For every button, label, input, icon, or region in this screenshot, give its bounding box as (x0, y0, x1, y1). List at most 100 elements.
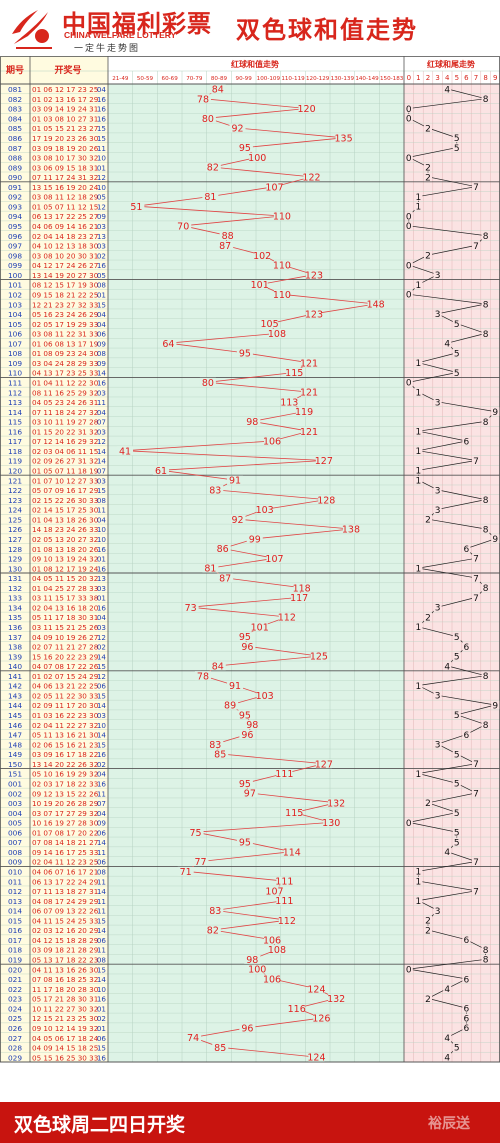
tail-label-bg (481, 417, 490, 426)
sum-point: 123 (305, 270, 323, 281)
issue-number: 136 (8, 623, 22, 632)
issue-number: 103 (8, 300, 22, 309)
sum-point: 80 (202, 114, 214, 125)
tail-point: 3 (435, 398, 441, 408)
issue-number: 119 (8, 457, 22, 466)
red-balls: 05 13 17 18 22 23 (32, 956, 98, 965)
blue-ball: 11 (97, 877, 106, 886)
sum-point: 87 (219, 573, 231, 584)
logo-english-text: CHINA WELFARE LOTTERY (64, 30, 177, 40)
sum-point: 122 (302, 173, 320, 184)
tail-label-bg (404, 377, 413, 387)
red-balls: 03 10 11 19 27 28 (32, 418, 99, 427)
sum-point: 125 (310, 652, 328, 663)
sum-label-bg (256, 690, 273, 700)
red-balls: 03 08 11 22 31 33 (32, 330, 98, 339)
tail-point: 6 (464, 545, 470, 555)
tail-label-bg (404, 211, 413, 221)
tail-label-bg (481, 720, 490, 729)
sum-label-bg (236, 632, 253, 642)
issue-number: 126 (8, 525, 22, 534)
sum-label-bg (266, 553, 283, 563)
blue-ball: 14 (97, 926, 107, 935)
tail-label-bg (462, 544, 471, 553)
tail-point: 7 (473, 760, 479, 770)
tail-label-bg (472, 593, 480, 602)
tail-point: 1 (416, 359, 422, 369)
blue-ball: 04 (97, 809, 107, 818)
blue-ball: 16 (97, 1053, 107, 1062)
blue-ball: 11 (97, 848, 106, 857)
blue-ball: 14 (97, 457, 107, 466)
tail-label-bg (462, 1013, 471, 1023)
blue-ball: 08 (97, 349, 107, 358)
tail-label-bg (472, 886, 480, 896)
sum-label-bg (249, 152, 266, 162)
sum-point: 81 (204, 564, 216, 575)
blue-ball: 12 (97, 672, 106, 681)
red-balls: 13 14 20 22 26 32 (32, 760, 98, 769)
issue-number: 026 (8, 1024, 22, 1033)
red-balls: 05 10 16 19 29 32 (32, 770, 98, 779)
tail-label-bg (481, 231, 490, 240)
tail-label-bg (452, 651, 461, 661)
tail-label-bg (424, 798, 432, 808)
sum-label-bg (187, 827, 204, 837)
sum-point: 101 (251, 622, 269, 633)
tail-point: 6 (464, 731, 470, 741)
issue-number: 116 (8, 427, 22, 436)
tail-label-bg (414, 358, 423, 368)
red-balls: 05 16 23 24 26 29 (32, 310, 99, 319)
issue-number: 024 (8, 1004, 22, 1013)
sum-point: 130 (322, 818, 340, 829)
blue-ball: 04 (97, 770, 107, 779)
blue-ball: 06 (97, 330, 107, 339)
blue-ball: 01 (97, 594, 106, 603)
red-balls: 02 03 12 16 20 29 (32, 926, 99, 935)
red-balls: 01 05 07 11 12 15 (32, 202, 98, 211)
tail-label-bg (414, 622, 423, 632)
tail-point: 8 (483, 95, 489, 105)
issue-number: 118 (8, 447, 22, 456)
red-balls: 03 09 16 17 18 22 (32, 750, 98, 759)
sum-point: 81 (204, 192, 216, 203)
red-balls: 03 11 15 21 25 26 (32, 623, 99, 632)
issue-number: 102 (8, 290, 22, 299)
tail-label-bg (404, 221, 413, 231)
issue-number: 101 (8, 281, 22, 290)
issue-number: 087 (8, 144, 22, 153)
blue-ball: 05 (97, 271, 106, 280)
tail-point: 4 (444, 1054, 450, 1064)
sum-point: 92 (231, 124, 243, 135)
tail-point: 2 (425, 173, 431, 183)
tail-point: 5 (454, 780, 460, 790)
red-balls: 12 21 23 27 32 33 (32, 300, 98, 309)
red-balls: 17 19 20 23 26 30 (32, 134, 99, 143)
sum-label-bg (244, 954, 261, 964)
red-balls: 02 07 11 21 27 28 (32, 643, 99, 652)
sum-point: 41 (119, 446, 131, 457)
sum-point: 89 (224, 701, 236, 712)
tail-label-bg (433, 690, 442, 700)
sum-label-bg (283, 847, 300, 857)
footer-text: 双色球周二四日开奖 (14, 1114, 186, 1136)
issue-number: 084 (8, 114, 22, 123)
tail-digit-label: 6 (464, 74, 469, 82)
sum-label-bg (244, 720, 261, 730)
sum-label-bg (207, 485, 224, 495)
tail-point: 0 (406, 105, 412, 115)
blue-ball: 07 (97, 418, 106, 427)
red-balls: 10 16 19 27 28 30 (32, 819, 99, 828)
tail-point: 5 (454, 144, 460, 154)
sum-point: 110 (273, 261, 291, 272)
blue-ball: 14 (97, 838, 107, 847)
blue-ball: 01 (97, 163, 106, 172)
sum-label-bg (308, 984, 325, 994)
tail-label-bg (472, 241, 480, 250)
issue-number: 088 (8, 154, 22, 163)
sum-range-label: 60-69 (162, 76, 179, 82)
blue-ball: 06 (97, 828, 107, 837)
sum-point: 100 (248, 965, 266, 976)
tail-point: 0 (406, 379, 412, 389)
red-balls: 08 12 15 17 19 30 (32, 281, 99, 290)
